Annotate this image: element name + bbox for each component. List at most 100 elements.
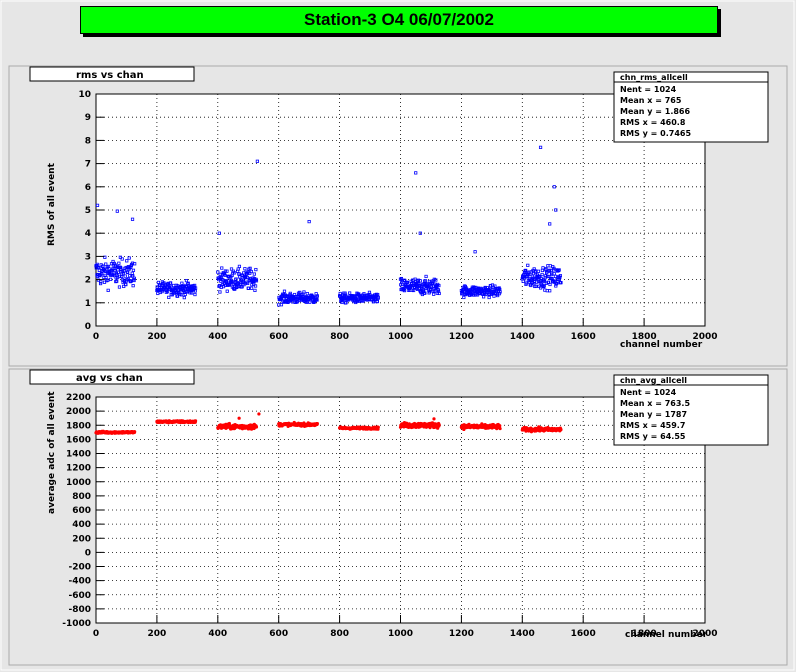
data-point bbox=[123, 274, 127, 278]
avg-panel: 0 200 400 600 800 1000 1200 1400 1600 1800 2000-10… bbox=[8, 368, 788, 666]
y-tick-label: -800 bbox=[68, 605, 91, 615]
data-point bbox=[193, 419, 198, 423]
data-point bbox=[133, 262, 137, 266]
data-point bbox=[423, 279, 428, 283]
x-tick-label: 1800 bbox=[632, 332, 657, 342]
data-point bbox=[405, 281, 409, 285]
x-tick-label: 1600 bbox=[571, 629, 596, 639]
rms-y-label: RMS of all event bbox=[47, 162, 57, 246]
data-point bbox=[538, 286, 543, 290]
rms-title-box bbox=[29, 66, 195, 82]
y-tick-label: 1400 bbox=[66, 450, 91, 460]
data-point bbox=[240, 285, 244, 289]
data-point bbox=[344, 301, 348, 305]
data-point bbox=[248, 266, 252, 270]
data-point bbox=[548, 282, 552, 287]
data-point bbox=[544, 267, 548, 271]
data-point bbox=[433, 289, 437, 293]
y-tick-label: 2000 bbox=[66, 407, 91, 417]
data-point bbox=[116, 270, 120, 274]
data-point bbox=[534, 284, 538, 288]
y-tick-label: 10 bbox=[78, 90, 91, 100]
rms-axis-ticks: 0 200 400 600 800 1000 1200 1400 1600 1800 2000 0 1 2… bbox=[78, 90, 717, 342]
avg-y-label: average adc of all event bbox=[47, 391, 57, 514]
data-point bbox=[232, 271, 237, 275]
data-point bbox=[497, 292, 502, 296]
data-point bbox=[127, 256, 131, 260]
data-point bbox=[376, 295, 380, 300]
data-point bbox=[437, 283, 441, 288]
data-point bbox=[254, 267, 258, 272]
stats-line: Mean y = 1787 bbox=[620, 410, 687, 419]
y-tick-label: 2200 bbox=[66, 393, 91, 403]
data-point bbox=[190, 291, 194, 295]
data-point bbox=[237, 264, 242, 268]
data-point bbox=[126, 277, 130, 281]
data-point bbox=[240, 273, 244, 277]
data-point bbox=[113, 268, 117, 272]
data-point bbox=[180, 281, 184, 285]
data-point bbox=[193, 286, 198, 290]
x-tick-label: 200 bbox=[148, 332, 167, 342]
data-point bbox=[376, 292, 380, 297]
data-point bbox=[548, 222, 552, 226]
data-point bbox=[493, 284, 497, 288]
avg-stats-lines: Nent = 1024 Mean x = 763.5 Mean y = 1787 RM… bbox=[620, 388, 690, 441]
stats-line: Mean x = 763.5 bbox=[620, 399, 690, 408]
data-point bbox=[193, 289, 197, 293]
data-point bbox=[186, 281, 190, 285]
data-point bbox=[547, 274, 551, 279]
data-point bbox=[532, 282, 536, 286]
data-point bbox=[435, 284, 439, 288]
data-point bbox=[246, 286, 251, 290]
y-tick-label: -200 bbox=[68, 563, 91, 573]
y-tick-label: -600 bbox=[68, 591, 91, 601]
y-tick-label: -400 bbox=[68, 577, 91, 587]
x-tick-label: 1000 bbox=[388, 629, 413, 639]
rms-stats-box: chn_rms_allcell Nent = 1024 Mean x = 765 M… bbox=[613, 71, 769, 143]
data-point bbox=[355, 299, 360, 303]
data-point bbox=[498, 424, 502, 428]
data-point bbox=[432, 292, 436, 296]
data-point bbox=[418, 279, 422, 283]
data-point bbox=[131, 284, 135, 288]
data-point bbox=[541, 266, 545, 270]
data-point bbox=[165, 290, 170, 294]
x-tick-label: 400 bbox=[208, 629, 227, 639]
data-point bbox=[100, 272, 104, 276]
y-tick-label: 8 bbox=[85, 136, 91, 146]
y-tick-label: 7 bbox=[85, 160, 91, 170]
data-point bbox=[216, 270, 220, 274]
data-point bbox=[559, 427, 563, 432]
data-point bbox=[540, 272, 544, 277]
data-point bbox=[243, 267, 247, 271]
data-point bbox=[432, 417, 436, 421]
data-point bbox=[523, 270, 527, 274]
data-point bbox=[254, 279, 259, 283]
data-point bbox=[167, 295, 171, 299]
data-point bbox=[418, 231, 422, 235]
data-point bbox=[123, 279, 127, 284]
data-point bbox=[282, 289, 287, 293]
y-tick-label: 1600 bbox=[66, 435, 91, 445]
data-point bbox=[106, 288, 110, 292]
data-point bbox=[249, 269, 253, 274]
data-point bbox=[279, 303, 284, 307]
y-tick-label: 6 bbox=[85, 183, 91, 193]
stats-line: RMS y = 64.55 bbox=[620, 432, 686, 441]
data-point bbox=[414, 171, 418, 175]
avg-stats-frame bbox=[613, 374, 769, 446]
data-point bbox=[487, 293, 492, 297]
data-point bbox=[252, 272, 256, 276]
data-point bbox=[131, 268, 136, 272]
rms-x-label: channel number bbox=[620, 340, 703, 350]
y-tick-label: 1800 bbox=[66, 421, 91, 431]
x-tick-label: 2000 bbox=[692, 629, 717, 639]
data-point bbox=[99, 280, 103, 284]
data-point bbox=[424, 274, 428, 279]
data-point bbox=[542, 284, 546, 288]
data-point bbox=[115, 209, 119, 213]
data-point bbox=[315, 421, 319, 426]
data-point bbox=[257, 412, 261, 416]
data-point bbox=[118, 255, 122, 259]
